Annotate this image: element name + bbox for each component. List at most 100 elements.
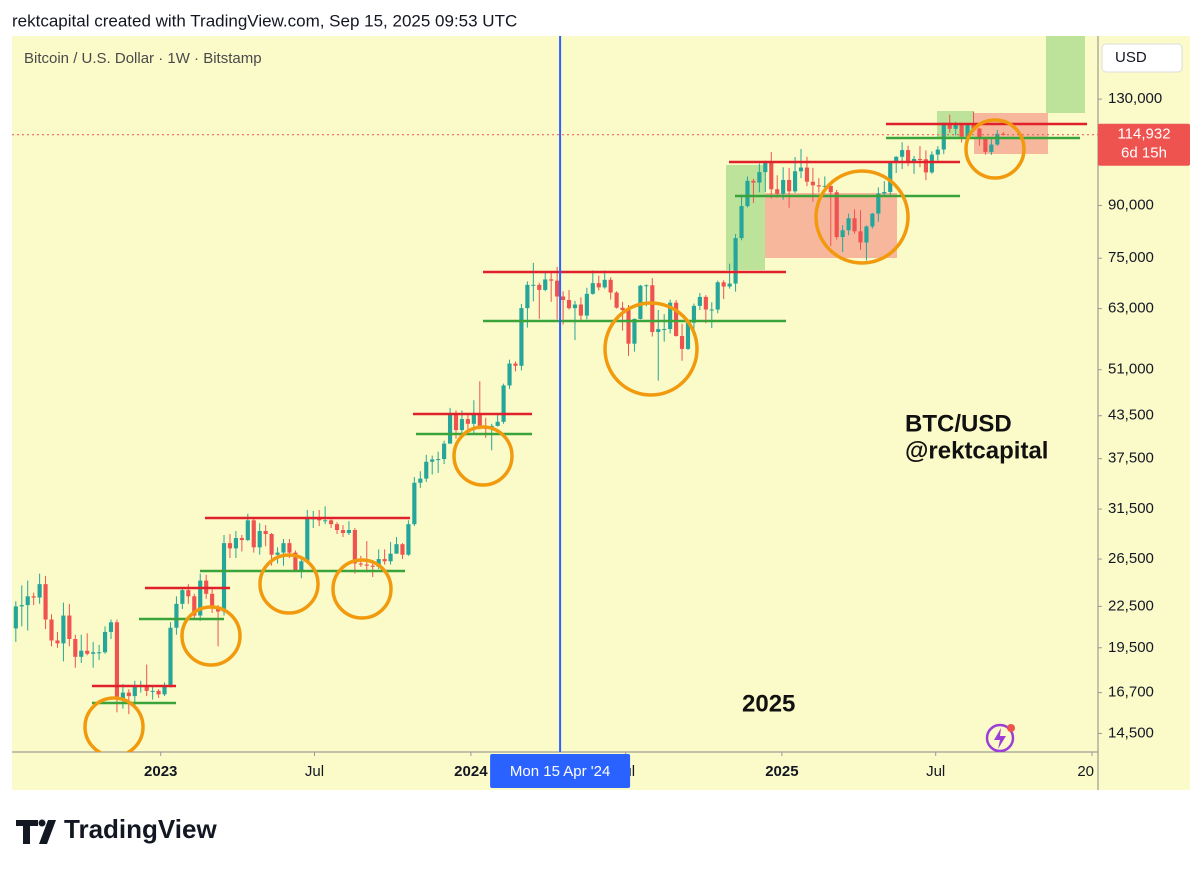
candle-body xyxy=(459,419,465,431)
y-tick-label: 75,000 xyxy=(1108,249,1154,266)
candle-body xyxy=(436,459,441,461)
candle-body xyxy=(804,167,810,182)
candle-body xyxy=(745,180,750,207)
candle-body xyxy=(495,421,500,426)
candle-body xyxy=(346,530,352,533)
candle-body xyxy=(537,284,542,290)
logo-mark xyxy=(39,820,56,844)
annotation: BTC/USD xyxy=(905,410,1012,437)
candle-body xyxy=(775,189,780,194)
highlight-circle xyxy=(964,118,1026,180)
candle-body xyxy=(781,179,786,194)
candle-body xyxy=(257,531,262,548)
candle-body xyxy=(685,322,691,349)
icon-dot xyxy=(1007,724,1015,732)
candle-body xyxy=(989,144,994,152)
candle-body xyxy=(251,520,256,548)
x-tick-label: Jul xyxy=(305,763,324,780)
candle-body xyxy=(644,285,649,287)
candle-body xyxy=(977,128,982,139)
candle-body xyxy=(424,461,429,479)
y-tick-label: 63,000 xyxy=(1108,300,1154,317)
highlight-circle xyxy=(180,605,242,667)
candle-body xyxy=(19,605,24,607)
candle-body xyxy=(442,443,447,460)
candle-body xyxy=(584,293,589,316)
candle-body xyxy=(816,185,821,187)
candle-body xyxy=(715,282,720,310)
candle-body xyxy=(620,307,625,310)
candle-body xyxy=(798,167,804,172)
candle-body xyxy=(810,181,815,186)
logo-mark xyxy=(38,819,46,827)
price-label-box xyxy=(1098,123,1190,166)
candle-body xyxy=(513,363,518,366)
candle-body xyxy=(31,596,36,598)
candle-body xyxy=(900,150,905,157)
currency-button[interactable] xyxy=(1101,43,1183,73)
candle-body xyxy=(400,544,405,555)
candle-body xyxy=(674,302,679,337)
candle-body xyxy=(329,520,334,525)
candle-body xyxy=(406,524,411,555)
highlight-circle xyxy=(83,696,145,752)
candle-body xyxy=(852,218,857,232)
candle-body xyxy=(953,123,958,129)
candle-body xyxy=(650,285,655,333)
candle-body xyxy=(525,284,530,309)
candle-body xyxy=(317,518,322,521)
candle-body xyxy=(608,279,613,293)
candle-body xyxy=(870,213,875,227)
candle-body xyxy=(727,283,732,287)
candle-body xyxy=(929,154,934,173)
x-tick-label: Jul xyxy=(926,763,945,780)
currency-label: USD xyxy=(1115,49,1147,66)
candle-body xyxy=(602,279,607,288)
level-lines xyxy=(92,122,1087,705)
candle-body xyxy=(828,185,833,193)
candle-body xyxy=(67,615,72,640)
candle-body xyxy=(822,185,827,187)
candle-body xyxy=(596,283,601,288)
candle-body xyxy=(55,640,60,644)
candle-body xyxy=(971,123,976,129)
candle-body xyxy=(941,122,946,150)
candle-body xyxy=(192,596,197,616)
y-tick-label: 37,500 xyxy=(1108,450,1154,467)
candle-body xyxy=(25,596,30,606)
x-tick-label: 2025 xyxy=(765,763,798,780)
candle-body xyxy=(198,580,203,616)
candle-body xyxy=(465,419,470,424)
candle-body xyxy=(739,206,744,239)
candle-body xyxy=(905,150,911,162)
candle-body xyxy=(614,292,619,308)
candle-body xyxy=(983,138,988,152)
highlight-circle xyxy=(258,553,320,615)
y-tick-label: 130,000 xyxy=(1108,90,1162,107)
candle-body xyxy=(275,552,280,555)
candle-body xyxy=(792,171,798,192)
candle-body xyxy=(453,414,459,431)
candle-body xyxy=(13,606,18,629)
candle-body xyxy=(388,553,393,562)
candle-body xyxy=(49,619,54,641)
candle-body xyxy=(632,318,637,344)
candle-body xyxy=(846,218,851,231)
y-tick-label: 90,000 xyxy=(1108,196,1154,213)
candles xyxy=(13,111,1006,715)
candle-body xyxy=(543,279,548,290)
logo-mark xyxy=(16,820,38,844)
candle-body xyxy=(911,158,917,162)
candle-body xyxy=(697,296,702,306)
candle-body xyxy=(418,478,423,483)
assistant-icon[interactable] xyxy=(985,723,1015,753)
candle-body xyxy=(549,279,554,281)
header-text: rektcapital created with TradingView.com… xyxy=(12,11,517,30)
candle-body xyxy=(555,280,560,297)
candle-body xyxy=(787,179,792,192)
candle-body xyxy=(376,559,381,567)
candle-body xyxy=(43,584,48,620)
candle-body xyxy=(85,650,90,654)
candle-body xyxy=(709,309,714,311)
